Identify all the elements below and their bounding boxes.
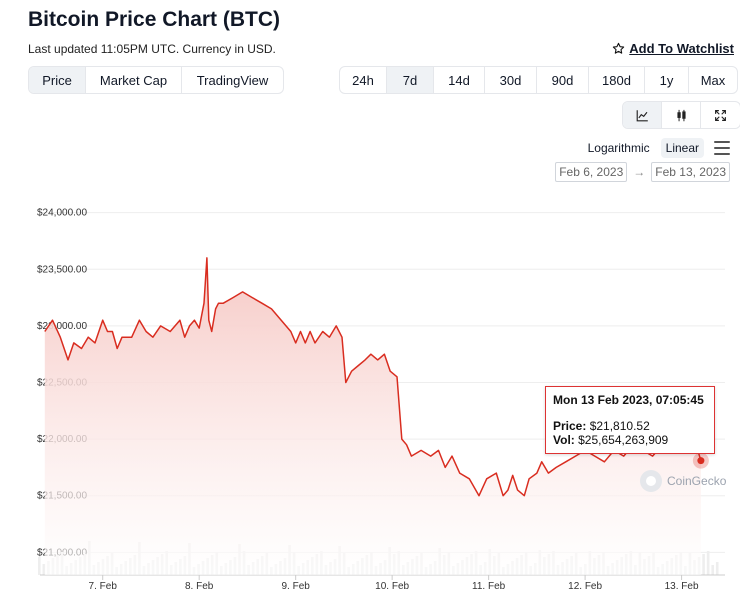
range-14d[interactable]: 14d [434, 67, 485, 93]
volume-bar [702, 554, 705, 575]
range-7d[interactable]: 7d [387, 67, 434, 93]
range-1y[interactable]: 1y [645, 67, 689, 93]
x-tick-label: 13. Feb [665, 581, 699, 592]
price-line [44, 257, 702, 497]
coingecko-watermark: CoinGecko [640, 470, 726, 492]
page-title: Bitcoin Price Chart (BTC) [28, 8, 281, 31]
last-updated-text: Last updated 11:05PM UTC. Currency in US… [28, 42, 276, 56]
expand-icon [715, 109, 726, 121]
chart-type-toggle [622, 101, 740, 129]
scale-logarithmic[interactable]: Logarithmic [587, 141, 650, 155]
tooltip-vol-label: Vol: [553, 433, 575, 447]
volume-bar [42, 564, 46, 575]
hamburger-menu-icon[interactable] [714, 141, 730, 155]
volume-bar [715, 562, 719, 575]
volume-bar [38, 557, 41, 575]
line-chart-icon [636, 109, 648, 121]
tab-market-cap[interactable]: Market Cap [86, 67, 182, 93]
tab-price[interactable]: Price [29, 67, 86, 93]
candlestick-icon [676, 109, 686, 121]
range-30d[interactable]: 30d [485, 67, 537, 93]
date-from-input[interactable]: Feb 6, 2023 [555, 162, 628, 182]
watermark-text: CoinGecko [667, 474, 727, 488]
y-tick-label: $24,000.00 [37, 208, 87, 219]
date-to-input[interactable]: Feb 13, 2023 [651, 162, 730, 182]
scale-toggle: Logarithmic Linear [583, 138, 730, 158]
arrow-right-icon: → [633, 165, 646, 179]
hover-point [697, 457, 705, 465]
candlestick-button[interactable] [662, 102, 701, 128]
tab-tradingview[interactable]: TradingView [196, 72, 269, 88]
fullscreen-button[interactable] [701, 102, 740, 128]
tooltip-vol-value: $25,654,263,909 [578, 433, 669, 447]
add-to-watchlist-link[interactable]: Add To Watchlist [612, 41, 734, 56]
price-area [44, 257, 701, 575]
x-tick-label: 7. Feb [89, 581, 118, 592]
star-icon [613, 42, 625, 54]
tooltip-title: Mon 13 Feb 2023, 07:05:45 [553, 393, 704, 407]
volume-bar [711, 565, 714, 575]
x-tick-label: 12. Feb [568, 581, 602, 592]
range-toggle: 24h 7d 14d 30d 90d 180d 1y Max [339, 66, 738, 94]
watchlist-label: Add To Watchlist [629, 41, 734, 56]
x-tick-label: 9. Feb [281, 581, 310, 592]
x-tick-label: 11. Feb [472, 581, 506, 592]
view-toggle: Price Market Cap TradingView [28, 66, 284, 94]
y-tick-label: $23,000.00 [37, 321, 87, 332]
y-tick-label: $23,500.00 [37, 264, 87, 275]
tooltip-price-label: Price: [553, 419, 587, 433]
price-chart[interactable]: $21,000.00$21,500.00$22,000.00$22,500.00… [0, 190, 740, 600]
range-180d[interactable]: 180d [589, 67, 645, 93]
line-chart-button[interactable] [623, 102, 662, 128]
date-range: Feb 6, 2023 → Feb 13, 2023 [555, 162, 730, 182]
chart-tooltip: Mon 13 Feb 2023, 07:05:45 Price: $21,810… [545, 386, 715, 454]
coingecko-logo-icon [640, 470, 662, 492]
range-max[interactable]: Max [700, 72, 726, 88]
scale-linear[interactable]: Linear [660, 138, 704, 158]
x-tick-label: 10. Feb [375, 581, 409, 592]
range-24h[interactable]: 24h [340, 67, 387, 93]
tooltip-price-value: $21,810.52 [589, 419, 650, 433]
x-tick-label: 8. Feb [185, 581, 214, 592]
range-90d[interactable]: 90d [537, 67, 589, 93]
volume-bar [706, 551, 710, 575]
